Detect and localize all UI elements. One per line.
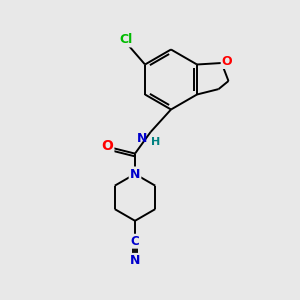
Text: N: N	[130, 254, 140, 267]
Text: H: H	[152, 136, 160, 147]
Text: N: N	[130, 167, 140, 181]
Text: N: N	[137, 132, 147, 145]
Text: C: C	[130, 235, 140, 248]
Text: O: O	[101, 139, 113, 153]
Text: N: N	[130, 169, 140, 182]
Text: Cl: Cl	[119, 33, 132, 46]
Text: O: O	[222, 55, 232, 68]
